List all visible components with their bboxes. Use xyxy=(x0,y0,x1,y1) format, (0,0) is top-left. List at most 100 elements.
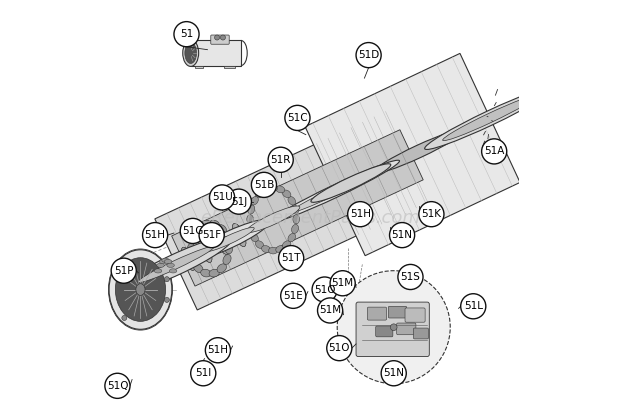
Text: 51P: 51P xyxy=(114,266,133,276)
Circle shape xyxy=(105,373,130,399)
Ellipse shape xyxy=(189,255,197,265)
Circle shape xyxy=(389,223,415,248)
Polygon shape xyxy=(155,106,440,310)
Text: 51K: 51K xyxy=(422,209,441,219)
Circle shape xyxy=(419,202,444,227)
Ellipse shape xyxy=(291,205,299,214)
Ellipse shape xyxy=(120,237,232,292)
Ellipse shape xyxy=(248,224,255,234)
Ellipse shape xyxy=(288,197,296,205)
Ellipse shape xyxy=(276,186,285,193)
FancyBboxPatch shape xyxy=(414,328,428,339)
Ellipse shape xyxy=(247,206,300,232)
Text: 51F: 51F xyxy=(202,230,221,240)
Text: 51H: 51H xyxy=(208,345,228,355)
Ellipse shape xyxy=(283,241,291,249)
Ellipse shape xyxy=(232,223,246,247)
Text: 51O: 51O xyxy=(329,343,350,353)
Ellipse shape xyxy=(198,239,212,262)
Ellipse shape xyxy=(201,220,211,228)
Circle shape xyxy=(337,271,450,384)
Ellipse shape xyxy=(425,87,556,150)
Polygon shape xyxy=(195,66,203,68)
Text: 51C: 51C xyxy=(287,113,308,123)
Ellipse shape xyxy=(138,247,214,283)
Circle shape xyxy=(215,35,219,40)
Ellipse shape xyxy=(271,160,399,222)
Circle shape xyxy=(391,324,397,331)
Circle shape xyxy=(281,283,306,308)
Ellipse shape xyxy=(217,264,226,273)
FancyBboxPatch shape xyxy=(376,326,393,337)
Ellipse shape xyxy=(247,215,254,224)
Ellipse shape xyxy=(187,243,195,254)
Ellipse shape xyxy=(268,184,278,191)
Circle shape xyxy=(122,315,127,320)
Text: 51T: 51T xyxy=(281,253,301,263)
Circle shape xyxy=(327,336,352,361)
Text: 51Q: 51Q xyxy=(107,381,128,391)
Ellipse shape xyxy=(373,129,464,173)
Ellipse shape xyxy=(209,220,219,228)
Text: 51D: 51D xyxy=(358,50,379,60)
FancyBboxPatch shape xyxy=(388,306,407,318)
Ellipse shape xyxy=(169,269,177,273)
Ellipse shape xyxy=(115,258,166,321)
Ellipse shape xyxy=(250,197,259,205)
Ellipse shape xyxy=(223,255,231,265)
Ellipse shape xyxy=(109,250,172,329)
Circle shape xyxy=(226,189,251,214)
Ellipse shape xyxy=(223,233,231,243)
Ellipse shape xyxy=(288,234,296,242)
Ellipse shape xyxy=(193,264,203,273)
Ellipse shape xyxy=(209,269,219,277)
FancyBboxPatch shape xyxy=(367,307,387,320)
Text: 51U: 51U xyxy=(211,192,232,202)
Ellipse shape xyxy=(201,269,211,277)
Circle shape xyxy=(398,265,423,289)
Circle shape xyxy=(191,361,216,386)
Ellipse shape xyxy=(162,258,169,262)
Text: 51N: 51N xyxy=(383,368,404,378)
FancyBboxPatch shape xyxy=(211,35,229,44)
Circle shape xyxy=(317,298,343,323)
Ellipse shape xyxy=(159,260,167,264)
Ellipse shape xyxy=(225,243,232,254)
Text: 51N: 51N xyxy=(392,230,412,240)
Ellipse shape xyxy=(136,284,145,295)
Ellipse shape xyxy=(248,205,255,214)
Circle shape xyxy=(164,297,169,302)
Text: 51M: 51M xyxy=(319,305,341,315)
Text: 51H: 51H xyxy=(350,209,371,219)
Circle shape xyxy=(278,246,304,271)
Circle shape xyxy=(174,21,199,47)
Ellipse shape xyxy=(205,228,254,252)
Circle shape xyxy=(482,139,507,164)
Polygon shape xyxy=(305,53,520,256)
Ellipse shape xyxy=(167,263,174,268)
Ellipse shape xyxy=(290,169,381,213)
Ellipse shape xyxy=(130,242,222,286)
Ellipse shape xyxy=(164,260,172,264)
Circle shape xyxy=(199,223,224,248)
Ellipse shape xyxy=(276,246,285,252)
Circle shape xyxy=(285,105,310,131)
Ellipse shape xyxy=(443,95,538,141)
Ellipse shape xyxy=(311,164,391,202)
FancyBboxPatch shape xyxy=(405,308,425,322)
Circle shape xyxy=(330,271,355,296)
Circle shape xyxy=(111,258,136,283)
Text: eReplacementParts.com: eReplacementParts.com xyxy=(200,210,420,227)
Ellipse shape xyxy=(215,231,229,255)
Ellipse shape xyxy=(262,186,270,193)
Text: 51H: 51H xyxy=(144,230,166,240)
FancyBboxPatch shape xyxy=(356,302,429,357)
Text: 51R: 51R xyxy=(270,155,291,165)
Circle shape xyxy=(312,277,337,302)
Ellipse shape xyxy=(255,190,264,198)
Ellipse shape xyxy=(182,247,195,270)
Ellipse shape xyxy=(255,241,264,249)
Polygon shape xyxy=(224,66,234,68)
Text: 51B: 51B xyxy=(254,180,274,190)
Circle shape xyxy=(205,338,231,363)
